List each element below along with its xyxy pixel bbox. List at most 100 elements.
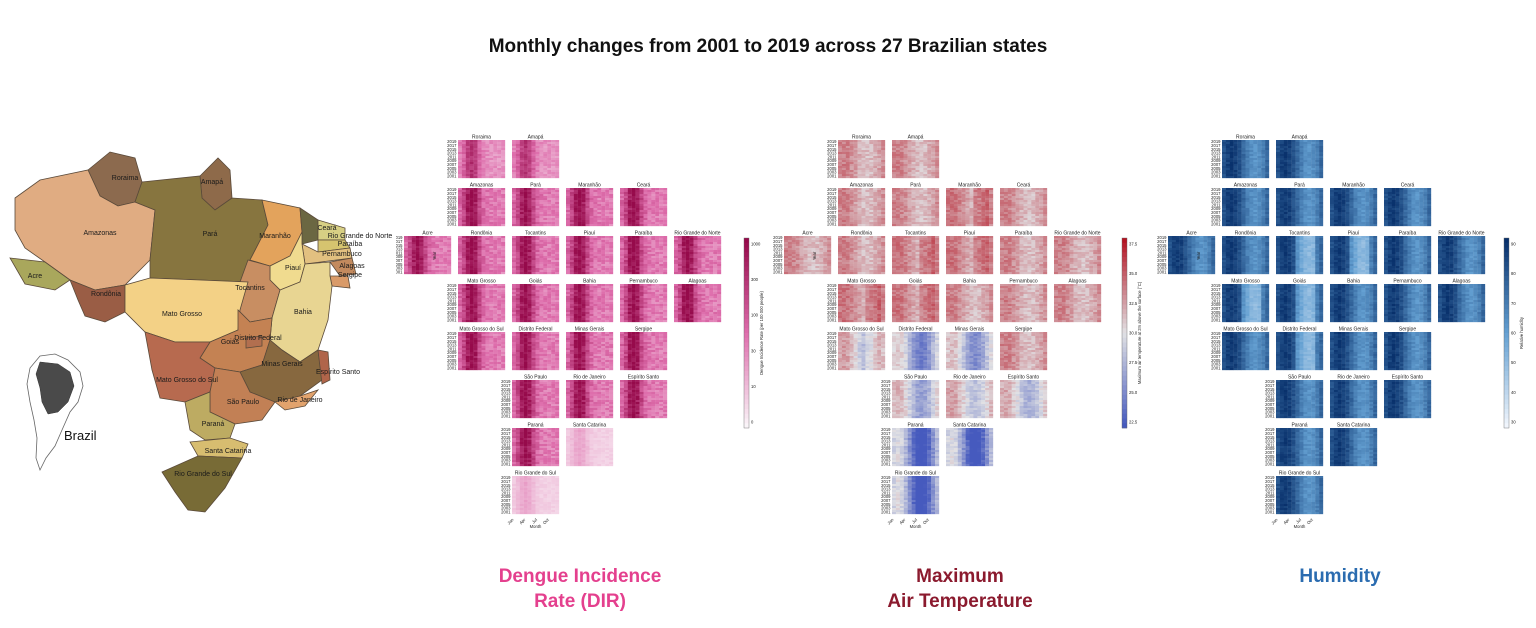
heatmap-cell [547, 176, 552, 179]
heatmap-cell [551, 142, 556, 145]
heatmap-cell [551, 208, 556, 211]
y-tick-label: 2009 [447, 206, 457, 211]
heatmap-cell [647, 356, 652, 359]
heatmap-cell [651, 294, 656, 297]
heatmap-cell [501, 154, 506, 157]
heatmap-cell [458, 286, 463, 289]
heatmap-cell [543, 270, 548, 273]
heatmap-cell [485, 318, 490, 321]
heatmap-cell [461, 156, 466, 159]
heatmap-cell [458, 292, 463, 295]
heatmap-cell [535, 170, 540, 173]
heatmap-cell [501, 358, 506, 361]
heatmap-cell [589, 352, 594, 355]
heatmap-cell [663, 208, 668, 211]
heatmap-cell [681, 264, 686, 267]
heatmap-cell [697, 254, 702, 257]
heatmap-cell [709, 308, 714, 311]
heatmap-cell [461, 242, 466, 245]
heatmap-cell [569, 212, 574, 215]
heatmap-cell [677, 264, 682, 267]
state-rio-de-janeiro [274, 389, 320, 411]
heatmap-cell [651, 298, 656, 301]
heatmap-cell [655, 300, 660, 303]
heatmap-cell [569, 340, 574, 343]
heatmap-cell [497, 342, 502, 345]
heatmap-cell [627, 334, 632, 337]
heatmap-cell [531, 236, 536, 239]
heatmap-cell [601, 258, 606, 261]
heatmap-cell [543, 216, 548, 219]
heatmap-cell [627, 306, 632, 309]
heatmap-cell [643, 270, 648, 273]
state-label-rondonia: Rondônia [91, 291, 121, 298]
heatmap-cell [659, 218, 664, 221]
heatmap-cell [497, 292, 502, 295]
heatmap-cell [515, 258, 520, 261]
heatmap-cell [497, 170, 502, 173]
heatmap-cell [539, 354, 544, 357]
heatmap-cell [515, 142, 520, 145]
heatmap-cell [531, 164, 536, 167]
state-label-amazonas: Amazonas [83, 230, 117, 237]
heatmap-cell [569, 244, 574, 247]
heatmap-cell [681, 294, 686, 297]
heatmap-cell [443, 242, 448, 245]
heatmap-cell [635, 264, 640, 267]
heatmap-cell [631, 308, 636, 311]
heatmap-cell [647, 288, 652, 291]
heatmap-cell [689, 254, 694, 257]
heatmap-cell [527, 380, 532, 383]
heatmap-cell [473, 154, 478, 157]
heatmap-cell [515, 304, 520, 307]
heatmap-cell [512, 218, 517, 221]
heatmap-cell [447, 256, 452, 259]
heatmap-cell [585, 334, 590, 337]
heatmap-cell [601, 312, 606, 315]
heatmap-cell [555, 220, 560, 223]
heatmap-cell [573, 248, 578, 251]
heatmap-cell [643, 260, 648, 263]
heatmap-cell [493, 364, 498, 367]
heatmap-cell [547, 356, 552, 359]
heatmap-cell [447, 262, 452, 265]
heatmap-cell [477, 170, 482, 173]
heatmap-cell [701, 312, 706, 315]
heatmap-cell [512, 380, 517, 383]
heatmap-cell [689, 308, 694, 311]
heatmap-cell [601, 256, 606, 259]
heatmap-cell [481, 298, 486, 301]
heatmap-cell [647, 200, 652, 203]
heatmap-cell [458, 172, 463, 175]
heatmap-cell [515, 248, 520, 251]
heatmap-cell [535, 366, 540, 369]
heatmap-cell [519, 242, 524, 245]
heatmap-cell [519, 146, 524, 149]
heatmap-cell [620, 224, 625, 227]
heatmap-cell [461, 196, 466, 199]
heatmap-cell [555, 164, 560, 167]
heatmap-cell [663, 254, 668, 257]
heatmap-cell [623, 360, 628, 363]
heatmap-cell [589, 188, 594, 191]
heatmap-cell [515, 194, 520, 197]
heatmap-cell [627, 254, 632, 257]
heatmap-cell [597, 254, 602, 257]
heatmap-cell [481, 246, 486, 249]
heatmap-cell [501, 346, 506, 349]
heatmap-cell [519, 154, 524, 157]
heatmap-cell [465, 188, 470, 191]
heatmap-cell [601, 306, 606, 309]
heatmap-cell [519, 352, 524, 355]
heatmap-cell [489, 266, 494, 269]
heatmap-cell [543, 168, 548, 171]
heatmap-cell [465, 198, 470, 201]
heatmap-cell [701, 240, 706, 243]
heatmap-cell [481, 332, 486, 335]
heatmap-cell [501, 368, 506, 371]
heatmap-cell [497, 192, 502, 195]
heatmap-cell [643, 350, 648, 353]
heatmap-cell [501, 190, 506, 193]
heatmap-cell [485, 342, 490, 345]
heatmap-cell [458, 252, 463, 255]
